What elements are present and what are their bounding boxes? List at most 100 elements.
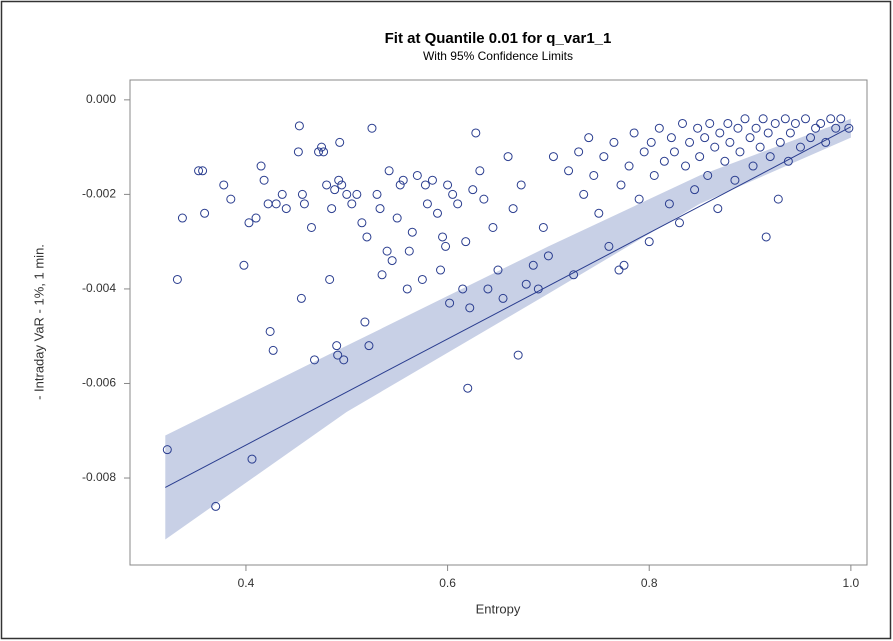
y-tick-label: -0.004 bbox=[82, 281, 116, 295]
data-point bbox=[614, 265, 624, 275]
data-point bbox=[548, 152, 558, 162]
data-point bbox=[826, 114, 836, 124]
data-point bbox=[646, 137, 656, 147]
data-point bbox=[433, 208, 443, 218]
data-point bbox=[339, 355, 349, 365]
data-point bbox=[493, 265, 503, 275]
data-point bbox=[271, 199, 281, 209]
data-point bbox=[639, 147, 649, 157]
data-point bbox=[755, 142, 765, 152]
data-point bbox=[395, 180, 405, 190]
data-point bbox=[337, 180, 347, 190]
data-point bbox=[465, 303, 475, 313]
data-point bbox=[297, 189, 307, 199]
data-point bbox=[599, 152, 609, 162]
data-point bbox=[327, 204, 337, 214]
data-point bbox=[407, 227, 417, 237]
data-point bbox=[758, 114, 768, 124]
data-point bbox=[564, 166, 574, 176]
data-point bbox=[296, 293, 306, 303]
data-point bbox=[310, 355, 320, 365]
data-point bbox=[649, 170, 659, 180]
data-point bbox=[299, 199, 309, 209]
data-point bbox=[268, 345, 278, 355]
data-point bbox=[745, 133, 755, 143]
x-tick-label: 0.6 bbox=[439, 576, 456, 590]
data-point bbox=[674, 218, 684, 228]
data-point bbox=[666, 133, 676, 143]
chart-title: Fit at Quantile 0.01 for q_var1_1 bbox=[385, 30, 612, 47]
y-tick-label: -0.008 bbox=[82, 470, 116, 484]
data-point bbox=[251, 213, 261, 223]
data-point bbox=[664, 199, 674, 209]
data-point bbox=[629, 128, 639, 138]
data-point bbox=[398, 175, 408, 185]
data-point bbox=[239, 260, 249, 270]
data-point bbox=[765, 152, 775, 162]
data-point bbox=[392, 213, 402, 223]
data-point bbox=[589, 170, 599, 180]
data-point bbox=[256, 161, 266, 171]
data-point bbox=[375, 204, 385, 214]
data-point bbox=[513, 350, 523, 360]
data-point bbox=[713, 204, 723, 214]
data-point bbox=[422, 199, 432, 209]
chart-subtitle: With 95% Confidence Limits bbox=[423, 49, 573, 63]
data-point bbox=[200, 208, 210, 218]
data-point bbox=[226, 194, 236, 204]
data-point bbox=[211, 501, 221, 511]
data-point bbox=[322, 180, 332, 190]
data-point bbox=[445, 298, 455, 308]
data-point bbox=[770, 118, 780, 128]
data-point bbox=[352, 189, 362, 199]
y-axis-label: - Intraday VaR - 1%, 1 min. bbox=[31, 244, 46, 400]
data-point bbox=[247, 454, 257, 464]
data-point bbox=[654, 123, 664, 133]
data-point bbox=[219, 180, 229, 190]
data-point bbox=[294, 121, 304, 131]
data-point bbox=[644, 237, 654, 247]
data-point bbox=[334, 175, 344, 185]
data-point bbox=[265, 326, 275, 336]
data-point bbox=[579, 189, 589, 199]
data-point bbox=[624, 161, 634, 171]
data-point bbox=[574, 147, 584, 157]
data-point bbox=[844, 123, 854, 133]
data-point bbox=[335, 137, 345, 147]
data-point bbox=[330, 185, 340, 195]
y-tick-label: 0.000 bbox=[86, 92, 116, 106]
data-point bbox=[659, 156, 669, 166]
data-point bbox=[427, 175, 437, 185]
data-point bbox=[468, 185, 478, 195]
y-tick-label: -0.006 bbox=[82, 376, 116, 390]
data-point bbox=[740, 114, 750, 124]
data-point bbox=[488, 222, 498, 232]
data-point bbox=[483, 284, 493, 294]
data-point bbox=[748, 161, 758, 171]
data-point bbox=[360, 317, 370, 327]
data-point bbox=[412, 170, 422, 180]
data-point bbox=[402, 284, 412, 294]
data-point bbox=[325, 274, 335, 284]
data-point bbox=[364, 341, 374, 351]
data-point bbox=[811, 123, 821, 133]
data-point bbox=[177, 213, 187, 223]
data-point bbox=[669, 147, 679, 157]
data-point bbox=[194, 166, 204, 176]
data-point bbox=[619, 260, 629, 270]
data-point bbox=[538, 222, 548, 232]
data-point bbox=[710, 142, 720, 152]
data-point bbox=[720, 156, 730, 166]
data-point bbox=[705, 118, 715, 128]
confidence-band bbox=[165, 118, 851, 540]
x-tick-label: 0.4 bbox=[238, 576, 255, 590]
data-point bbox=[836, 114, 846, 124]
data-point bbox=[763, 128, 773, 138]
x-tick-label: 1.0 bbox=[843, 576, 860, 590]
data-point bbox=[800, 114, 810, 124]
data-point bbox=[441, 241, 451, 251]
data-point bbox=[703, 170, 713, 180]
data-point bbox=[616, 180, 626, 190]
